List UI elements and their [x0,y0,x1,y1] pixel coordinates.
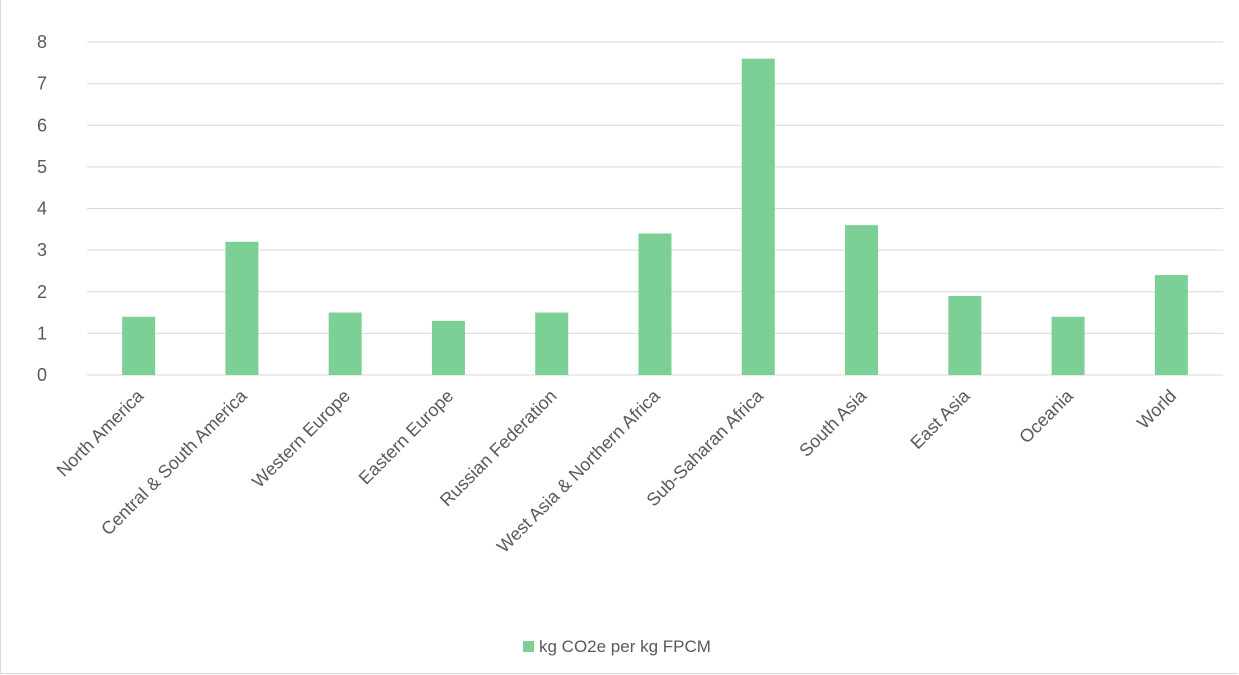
y-tick-label: 4 [37,199,47,219]
y-axis-tick-labels: 0 1 2 3 4 5 6 7 8 [37,32,47,385]
gridlines [87,41,1223,376]
y-tick-label: 7 [37,74,47,94]
x-tick-label: Sub-Saharan Africa [643,385,768,510]
x-tick-label: Western Europe [248,386,354,492]
bar-east-asia [948,295,982,375]
y-tick-label: 6 [37,115,47,135]
x-tick-label: World [1133,386,1180,433]
bar-north-america [122,316,156,375]
x-tick-label: Russian Federation [436,386,561,511]
y-tick-label: 8 [37,32,47,52]
bar-russian-federation [535,312,569,375]
x-tick-label: Eastern Europe [355,386,458,489]
x-tick-label: East Asia [906,385,974,453]
legend-swatch [523,641,534,652]
bar-series [122,58,1188,376]
legend: kg CO2e per kg FPCM [523,637,711,656]
x-tick-label: North America [53,385,148,480]
bar-central-south-america [225,241,259,375]
x-tick-label: West Asia & Northern Africa [493,385,665,557]
y-tick-label: 1 [37,323,47,343]
y-tick-label: 3 [37,240,47,260]
bar-eastern-europe [431,320,465,375]
y-tick-label: 2 [37,282,47,302]
legend-label: kg CO2e per kg FPCM [539,637,711,656]
bar-world [1154,275,1188,375]
bar-west-asia-northern-africa [638,233,672,375]
y-tick-label: 5 [37,157,47,177]
bar-western-europe [328,312,362,375]
x-tick-label: South Asia [795,385,871,461]
y-tick-label: 0 [37,365,47,385]
bar-oceania [1051,316,1085,375]
x-tick-label: Oceania [1015,385,1077,447]
bar-sub-saharan-africa [741,58,775,376]
bar-south-asia [845,225,879,375]
